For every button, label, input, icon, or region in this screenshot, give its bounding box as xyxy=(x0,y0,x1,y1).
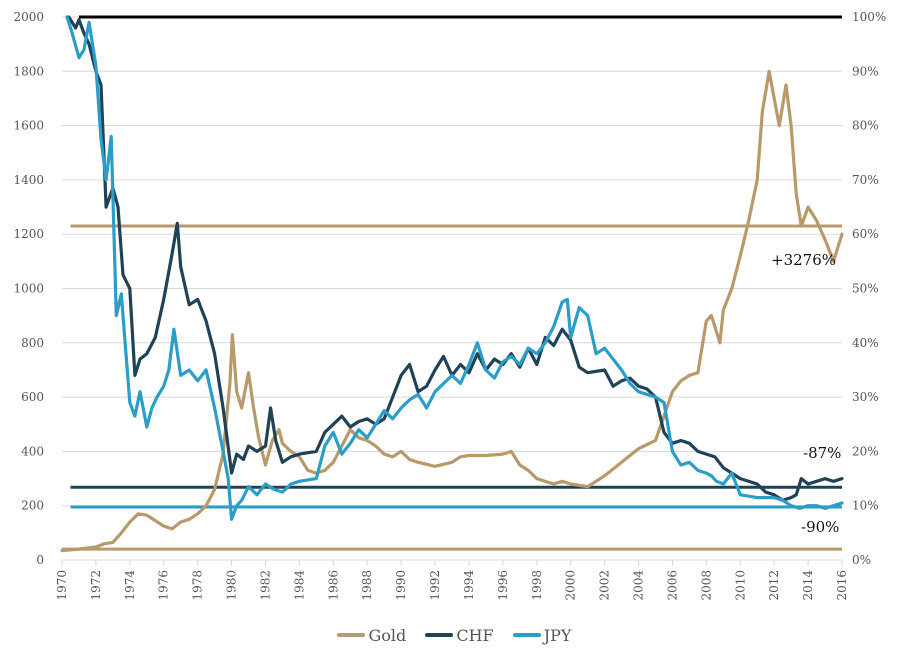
y2-tick-label: 40% xyxy=(852,336,879,350)
x-tick-label: 1996 xyxy=(496,570,510,601)
y-tick-label: 200 xyxy=(21,499,44,513)
x-tick-label: 2014 xyxy=(801,570,815,601)
x-tick-label: 2008 xyxy=(699,570,713,601)
legend-item-jpy: JPY xyxy=(512,625,572,645)
x-tick-label: 2000 xyxy=(564,570,578,601)
y2-tick-label: 20% xyxy=(852,444,879,458)
gridlines xyxy=(62,16,842,561)
legend-swatch-gold xyxy=(337,633,366,637)
x-tick-label: 1986 xyxy=(326,570,340,601)
y-tick-label: 600 xyxy=(21,390,44,404)
annotation-jpy: -90% xyxy=(801,518,839,536)
legend-label-chf: CHF xyxy=(456,625,494,645)
x-tick-label: 1990 xyxy=(394,570,408,601)
series-line-jpy xyxy=(65,15,844,521)
y2-tick-label: 50% xyxy=(852,282,879,296)
legend-label-gold: Gold xyxy=(368,625,407,645)
x-tick-label: 1982 xyxy=(258,570,272,601)
y-tick-label: 2000 xyxy=(13,10,44,24)
series-line-gold xyxy=(60,69,844,553)
series-lines xyxy=(60,15,844,553)
y2-tick-label: 10% xyxy=(852,499,879,513)
x-tick-label: 2012 xyxy=(767,570,781,601)
y-tick-label: 1200 xyxy=(13,227,44,241)
annotation-chf: -87% xyxy=(803,444,841,462)
y-tick-label: 1400 xyxy=(13,173,44,187)
y2-tick-label: 80% xyxy=(852,119,879,133)
legend-label-jpy: JPY xyxy=(543,625,572,645)
chart-svg: 0 200 400 600 800 1000 1200 1400 1600 1800 2000 0%… xyxy=(13,10,886,601)
x-tick-label: 1970 xyxy=(55,570,69,601)
x-tick-label: 1988 xyxy=(360,570,374,601)
x-tick-label: 1992 xyxy=(428,570,442,601)
y2-tick-label: 70% xyxy=(852,173,879,187)
x-tick-label: 1976 xyxy=(157,570,171,601)
legend-item-chf: CHF xyxy=(425,625,494,645)
x-tick-label: 2016 xyxy=(835,570,849,601)
y2-tick-label: 30% xyxy=(852,390,879,404)
y-axis-left: 0 200 400 600 800 1000 1200 1400 1600 1800 2000 xyxy=(13,10,44,567)
x-tick-label: 1984 xyxy=(292,570,306,601)
legend: Gold CHF JPY xyxy=(0,622,909,645)
legend-item-gold: Gold xyxy=(337,626,406,645)
y-tick-label: 0 xyxy=(36,553,44,567)
x-tick-label: 2006 xyxy=(665,570,679,601)
x-tick-label: 2004 xyxy=(632,570,646,601)
reference-lines xyxy=(62,15,842,551)
y2-tick-label: 0% xyxy=(852,553,871,567)
x-tick-label: 2002 xyxy=(598,570,612,601)
legend-swatch-jpy xyxy=(512,633,541,637)
x-tick-label: 1980 xyxy=(225,570,239,601)
legend-swatch-chf xyxy=(425,633,454,637)
y-tick-label: 1600 xyxy=(13,119,44,133)
annotations: +3276% -87% -90% xyxy=(771,251,841,536)
x-tick-label: 1998 xyxy=(530,570,544,601)
x-tick-label: 1978 xyxy=(191,570,205,601)
y2-tick-label: 60% xyxy=(852,227,879,241)
y2-tick-label: 100% xyxy=(852,10,886,24)
annotation-gold: +3276% xyxy=(771,251,836,269)
y2-tick-label: 90% xyxy=(852,64,879,78)
y-tick-label: 1800 xyxy=(13,64,44,78)
y-tick-label: 400 xyxy=(21,444,44,458)
x-axis: 1970 1972 1974 1976 1978 1980 1982 1984 1986 1988… xyxy=(55,559,849,601)
x-tick-label: 1972 xyxy=(89,570,103,601)
y-tick-label: 1000 xyxy=(13,282,44,296)
x-tick-label: 1974 xyxy=(123,570,137,601)
x-tick-label: 2010 xyxy=(733,570,747,601)
x-tick-label: 1994 xyxy=(462,570,476,601)
series-line-chf xyxy=(67,15,844,502)
y-axis-right: 0% 10% 20% 30% 40% 50% 60% 70% 80% 90% 100% xyxy=(852,10,886,567)
y-tick-label: 800 xyxy=(21,336,44,350)
